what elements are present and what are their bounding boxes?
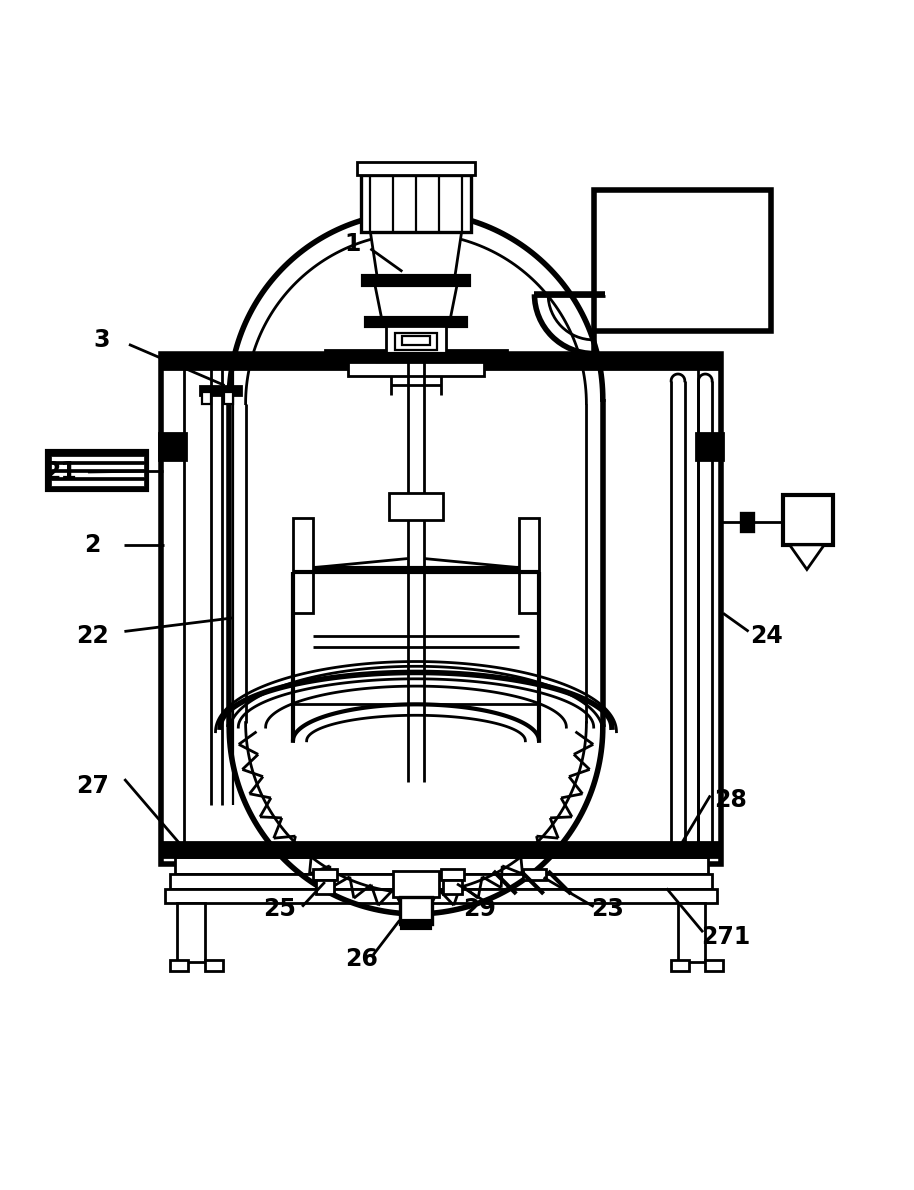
Text: 271: 271 <box>701 925 750 948</box>
Bar <box>783 495 834 545</box>
Text: 3: 3 <box>93 328 110 352</box>
Bar <box>677 903 705 963</box>
Bar <box>324 350 507 362</box>
Bar <box>443 881 462 894</box>
Bar <box>741 513 753 531</box>
Bar <box>47 451 147 490</box>
Bar <box>50 456 143 461</box>
Text: 23: 23 <box>591 897 623 921</box>
Polygon shape <box>790 545 824 570</box>
Bar <box>170 873 712 889</box>
Bar <box>696 433 723 461</box>
Text: 24: 24 <box>750 624 783 649</box>
Bar <box>175 858 707 873</box>
Bar <box>402 921 430 927</box>
Bar <box>202 392 211 403</box>
Bar <box>50 464 143 469</box>
Bar <box>705 960 723 971</box>
Text: 1: 1 <box>344 232 360 256</box>
Bar <box>184 353 698 850</box>
Bar <box>161 353 721 864</box>
Text: 21: 21 <box>44 461 77 484</box>
Bar <box>671 960 689 971</box>
Bar <box>393 871 439 896</box>
Bar <box>50 472 143 477</box>
Bar <box>177 903 205 963</box>
Bar <box>523 869 547 881</box>
Text: 22: 22 <box>76 624 109 649</box>
Bar <box>205 960 223 971</box>
Bar <box>399 896 432 923</box>
Bar <box>347 358 484 376</box>
Text: 28: 28 <box>714 788 747 812</box>
Polygon shape <box>375 286 457 321</box>
Bar <box>224 392 233 403</box>
Bar <box>594 189 771 331</box>
Text: 2: 2 <box>84 533 101 557</box>
Bar <box>343 356 489 362</box>
Text: 29: 29 <box>463 897 496 921</box>
Bar <box>361 175 471 232</box>
Bar <box>161 843 721 858</box>
Bar <box>161 352 721 369</box>
Bar <box>315 881 334 894</box>
Bar <box>402 337 430 345</box>
Bar <box>165 889 717 903</box>
Text: 25: 25 <box>263 897 296 921</box>
Bar <box>519 518 539 613</box>
Bar <box>377 355 454 361</box>
Bar <box>388 493 443 520</box>
Bar <box>395 332 437 350</box>
Polygon shape <box>370 232 462 281</box>
Bar <box>170 960 188 971</box>
Bar <box>366 318 466 326</box>
Bar <box>293 518 313 613</box>
Text: 26: 26 <box>345 947 377 971</box>
Text: 27: 27 <box>76 775 109 798</box>
Bar <box>200 387 241 395</box>
Bar <box>50 481 143 486</box>
Bar <box>313 869 336 881</box>
Bar <box>441 869 464 881</box>
Bar <box>386 326 446 356</box>
Bar <box>159 433 186 461</box>
Bar <box>363 276 469 286</box>
Bar <box>356 162 475 175</box>
